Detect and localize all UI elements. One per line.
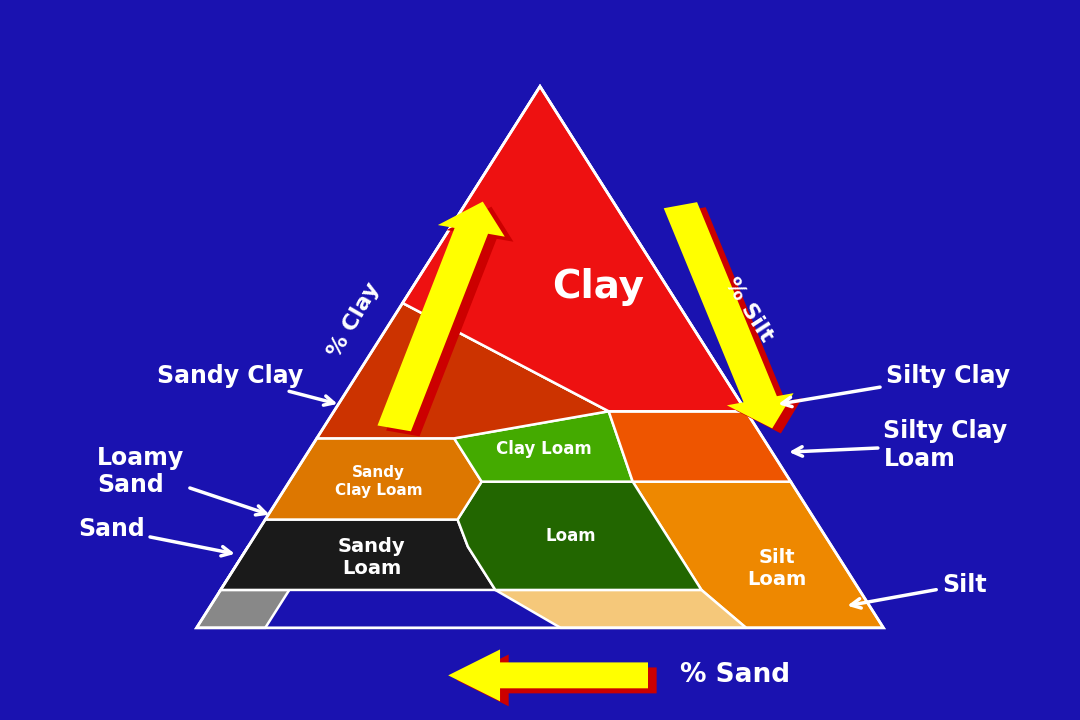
Text: Sandy Clay: Sandy Clay [157, 364, 334, 405]
Text: Loamy
Sand: Loamy Sand [97, 446, 266, 515]
Polygon shape [316, 303, 609, 438]
Polygon shape [448, 649, 648, 701]
Polygon shape [664, 202, 794, 428]
Polygon shape [457, 654, 657, 706]
Polygon shape [220, 520, 496, 590]
Polygon shape [197, 546, 316, 628]
Polygon shape [403, 86, 746, 411]
Text: Clay: Clay [552, 268, 645, 306]
Polygon shape [633, 482, 883, 628]
Text: Silt
Loam: Silt Loam [747, 548, 807, 589]
Polygon shape [220, 546, 316, 590]
Polygon shape [387, 207, 513, 436]
Text: Loam: Loam [545, 527, 596, 545]
Text: % Silt: % Silt [720, 274, 777, 345]
Text: Silty Clay
Loam: Silty Clay Loam [793, 419, 1008, 471]
Text: Clay Loam: Clay Loam [496, 440, 592, 458]
Polygon shape [403, 86, 746, 411]
Text: % Clay: % Clay [325, 279, 383, 361]
Text: Sand: Sand [78, 517, 231, 556]
Text: Silty Clay: Silty Clay [782, 364, 1010, 407]
Polygon shape [458, 482, 701, 590]
Text: Sandy
Clay Loam: Sandy Clay Loam [335, 465, 422, 498]
Polygon shape [673, 207, 802, 433]
Polygon shape [266, 438, 482, 520]
Polygon shape [496, 590, 746, 628]
Text: Silt: Silt [851, 572, 986, 608]
Polygon shape [454, 411, 633, 482]
Text: % Sand: % Sand [680, 662, 791, 688]
Polygon shape [378, 202, 504, 431]
Text: Sandy
Loam: Sandy Loam [338, 537, 405, 578]
Polygon shape [609, 411, 791, 482]
